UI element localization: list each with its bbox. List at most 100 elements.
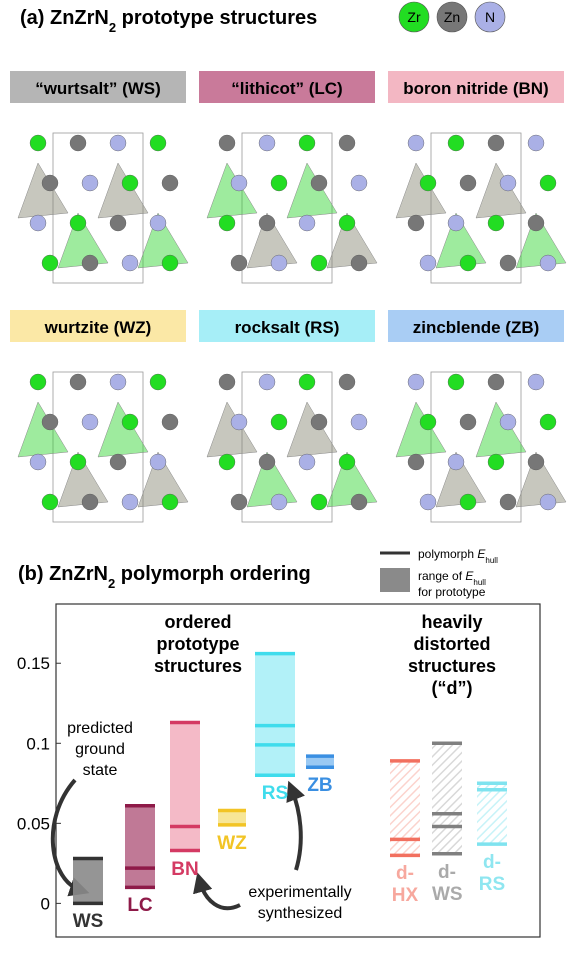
- text-part: polymorph: [418, 547, 477, 561]
- atom: [298, 373, 316, 391]
- structure-label: boron nitride (BN): [403, 79, 548, 98]
- structure-image: [395, 132, 567, 284]
- atom: [29, 134, 47, 152]
- atom: [109, 214, 127, 232]
- y-tick-label: 0.05: [17, 814, 50, 833]
- polyhedron: [475, 162, 527, 219]
- range-bar: [218, 810, 246, 825]
- atom: [69, 453, 87, 471]
- atom: [109, 373, 127, 391]
- annotation: ground: [75, 741, 125, 758]
- atom: [29, 453, 47, 471]
- atom: [218, 214, 236, 232]
- atom: [539, 254, 557, 272]
- text-part: (a) ZnZrN: [20, 7, 109, 29]
- atom: [419, 493, 437, 511]
- atom: [407, 134, 425, 152]
- atom: [527, 373, 545, 391]
- arrow: [193, 872, 241, 911]
- polyhedron: [395, 401, 447, 458]
- atom: [487, 214, 505, 232]
- structure-label: zincblende (ZB): [413, 318, 540, 337]
- category-label: d-HX: [391, 863, 419, 907]
- atom: [539, 413, 557, 431]
- annotation: state: [83, 762, 118, 779]
- atom: [499, 413, 517, 431]
- atom: [81, 413, 99, 431]
- polyhedron: [97, 162, 149, 219]
- atom: [459, 254, 477, 272]
- polyhedron: [475, 401, 527, 458]
- annotation: heavily: [421, 612, 482, 632]
- annotation: ordered: [164, 612, 231, 632]
- range-bar: [255, 653, 295, 776]
- atom: [218, 134, 236, 152]
- atom: [487, 373, 505, 391]
- legend-range-swatch: [380, 568, 410, 592]
- atom: [161, 254, 179, 272]
- category-label: d-WS: [432, 861, 463, 905]
- annotation: distorted: [413, 634, 490, 654]
- atom: [121, 493, 139, 511]
- unit-cell: [430, 132, 522, 284]
- atom: [161, 174, 179, 192]
- atom: [527, 214, 545, 232]
- atom: [310, 413, 328, 431]
- atom: [270, 413, 288, 431]
- atom: [407, 373, 425, 391]
- y-tick-label: 0.15: [17, 654, 50, 673]
- atom: [539, 493, 557, 511]
- atom-legend-marker: [398, 1, 430, 33]
- structure-image: [206, 371, 378, 523]
- category-label: WZ: [217, 832, 247, 854]
- text-part: 2: [108, 576, 115, 591]
- atom: [447, 214, 465, 232]
- annotation: experimentally: [248, 884, 351, 901]
- y-tick-label: 0.1: [26, 734, 50, 753]
- atom: [310, 174, 328, 192]
- range-bar: [477, 783, 507, 845]
- atom: [81, 493, 99, 511]
- atom-legend-marker: [436, 1, 468, 33]
- text-part: polymorph ordering: [115, 563, 311, 585]
- atom: [270, 493, 288, 511]
- atom-legend-label: Zr: [407, 9, 421, 25]
- legend-label: range of Ehull: [418, 569, 486, 587]
- atom: [230, 493, 248, 511]
- range-bar: [390, 760, 420, 856]
- atom: [310, 493, 328, 511]
- panel-title: (a) ZnZrN2 prototype structures: [20, 7, 317, 35]
- atom: [459, 413, 477, 431]
- polyhedron: [206, 401, 258, 458]
- legend-label: for prototype: [418, 585, 486, 599]
- atom: [499, 174, 517, 192]
- legend-label: polymorph Ehull: [418, 547, 498, 565]
- atom: [230, 413, 248, 431]
- atom: [338, 373, 356, 391]
- atom: [258, 134, 276, 152]
- atom: [338, 453, 356, 471]
- atom: [350, 493, 368, 511]
- text-part: prototype structures: [116, 7, 317, 29]
- atom: [121, 413, 139, 431]
- atom: [447, 134, 465, 152]
- atom: [459, 174, 477, 192]
- atom: [258, 453, 276, 471]
- atom: [149, 373, 167, 391]
- structure-label-bg: [10, 71, 186, 103]
- atom: [41, 413, 59, 431]
- arrow: [286, 780, 305, 871]
- atom: [350, 254, 368, 272]
- polyhedron: [206, 162, 258, 219]
- atom: [149, 134, 167, 152]
- atom-legend-label: N: [485, 9, 495, 25]
- annotation: (“d”): [432, 678, 473, 698]
- atom: [527, 134, 545, 152]
- structure-label-bg: [10, 310, 186, 342]
- atom: [121, 254, 139, 272]
- atom: [407, 453, 425, 471]
- atom: [459, 493, 477, 511]
- atom: [29, 373, 47, 391]
- atom: [298, 134, 316, 152]
